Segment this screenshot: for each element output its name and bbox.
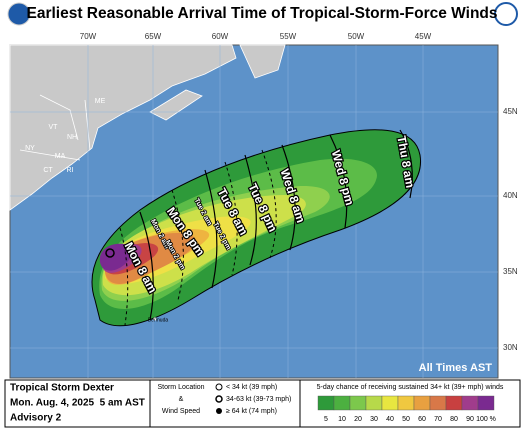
scale-label: 10 (338, 416, 346, 423)
issued: Mon. Aug. 4, 2025 5 am AST (10, 398, 145, 409)
lon-label: 60W (212, 32, 229, 41)
scale-swatch (461, 395, 479, 411)
scale-swatch (349, 395, 367, 411)
place-label: NH (67, 134, 77, 141)
key-icon (216, 408, 222, 414)
key-icon (215, 395, 223, 403)
scale-swatch (445, 395, 463, 411)
note: All Times AST (419, 362, 493, 374)
scale-swatch (477, 395, 495, 411)
scale-label: 80 (450, 416, 458, 423)
scale-swatch (429, 395, 447, 411)
scale-swatch (365, 395, 383, 411)
scale-title: 5-day chance of receiving sustained 34+ … (317, 384, 504, 391)
scale-swatch (413, 395, 431, 411)
nws-logo (494, 2, 518, 26)
key-icon (215, 383, 223, 391)
advisory: Advisory 2 (10, 413, 62, 424)
lon-label: 50W (348, 32, 365, 41)
scale-swatch (333, 395, 351, 411)
scale-label: 90 (466, 416, 474, 423)
scale-label: 100 % (476, 416, 496, 423)
noaa-logo (7, 2, 31, 26)
scale-label: 30 (370, 416, 378, 423)
scale-label: 5 (324, 416, 328, 423)
lon-label: 65W (145, 32, 162, 41)
key-title: Wind Speed (162, 408, 200, 415)
place-label: RI (67, 167, 74, 174)
key-item: ≥ 64 kt (74 mph) (226, 408, 277, 415)
lat-label: 30N (503, 343, 518, 352)
scale-label: 50 (402, 416, 410, 423)
place-label: NY (25, 145, 35, 152)
place-label: MA (55, 153, 66, 160)
scale-swatch (397, 395, 415, 411)
scale-swatch (317, 395, 335, 411)
key-item: 34-63 kt (39-73 mph) (226, 396, 291, 403)
scale-label: 70 (434, 416, 442, 423)
lat-label: 45N (503, 107, 518, 116)
storm-name: Tropical Storm Dexter (10, 383, 114, 394)
scale-label: 60 (418, 416, 426, 423)
lon-label: 55W (280, 32, 297, 41)
lat-label: 40N (503, 191, 518, 200)
map (9, 44, 499, 379)
place-label: CT (43, 167, 53, 174)
scale-label: 40 (386, 416, 394, 423)
lon-label: 70W (80, 32, 97, 41)
key-title: & (179, 396, 184, 403)
lon-label: 45W (415, 32, 432, 41)
place-label: ME (95, 98, 106, 105)
scale-swatch (381, 395, 399, 411)
key-item: < 34 kt (39 mph) (226, 384, 277, 391)
place-label: Bermuda (148, 317, 169, 323)
lat-label: 35N (503, 267, 518, 276)
key-title: Storm Location (157, 384, 204, 391)
place-label: VT (49, 124, 59, 131)
title: Earliest Reasonable Arrival Time of Trop… (26, 5, 497, 22)
scale-label: 20 (354, 416, 362, 423)
